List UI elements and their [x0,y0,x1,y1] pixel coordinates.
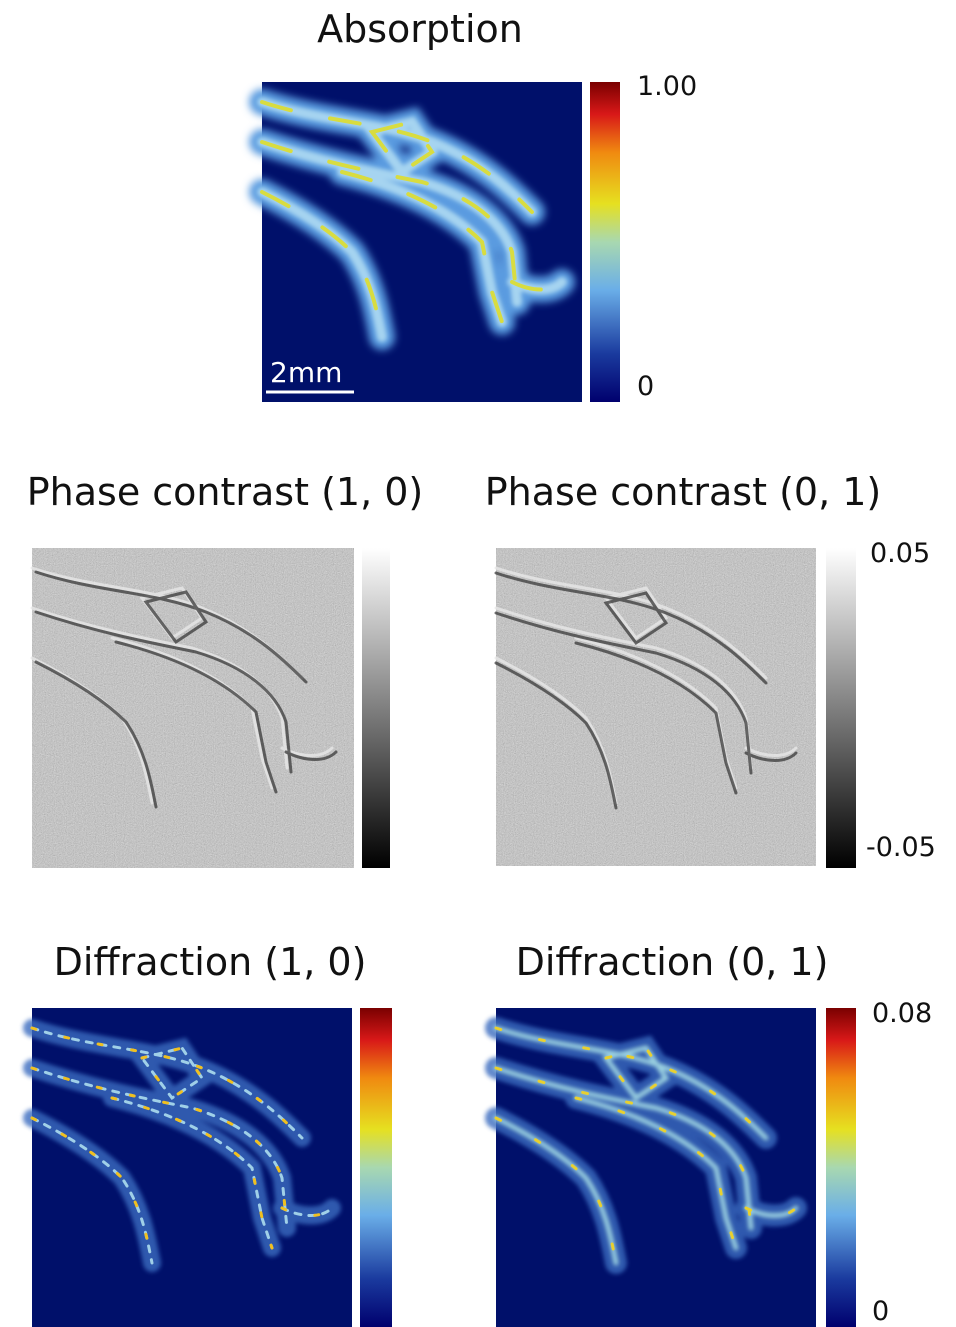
phase-image [32,548,354,868]
colorbar [590,82,620,402]
panel-title: Absorption [317,7,523,51]
panel-title: Diffraction (0, 1) [516,940,829,984]
colorbar-max: 0.08 [872,998,932,1029]
figure: Absorption 2mm 1.00 0 Phase contrast (1,… [0,0,956,1327]
scale-bar-label: 2mm [270,356,342,389]
colorbar-min: 0 [872,1296,889,1327]
panel-title: Phase contrast (1, 0) [27,470,424,514]
page: Absorption 2mm 1.00 0 Phase contrast (1,… [0,0,956,1327]
colorbar [826,548,856,868]
diffraction-image [496,1008,816,1327]
colorbar-max: 0.05 [870,538,930,569]
colorbar [362,548,390,868]
colorbar [826,1008,856,1327]
panel-title: Phase contrast (0, 1) [485,470,882,514]
colorbar-max: 1.00 [637,71,697,102]
absorption-image [262,82,582,402]
colorbar-min: 0 [637,371,654,402]
colorbar-min: -0.05 [866,832,936,863]
colorbar [360,1008,392,1327]
panel-title: Diffraction (1, 0) [54,940,367,984]
diffraction-image [32,1008,352,1327]
phase-image [496,548,816,866]
